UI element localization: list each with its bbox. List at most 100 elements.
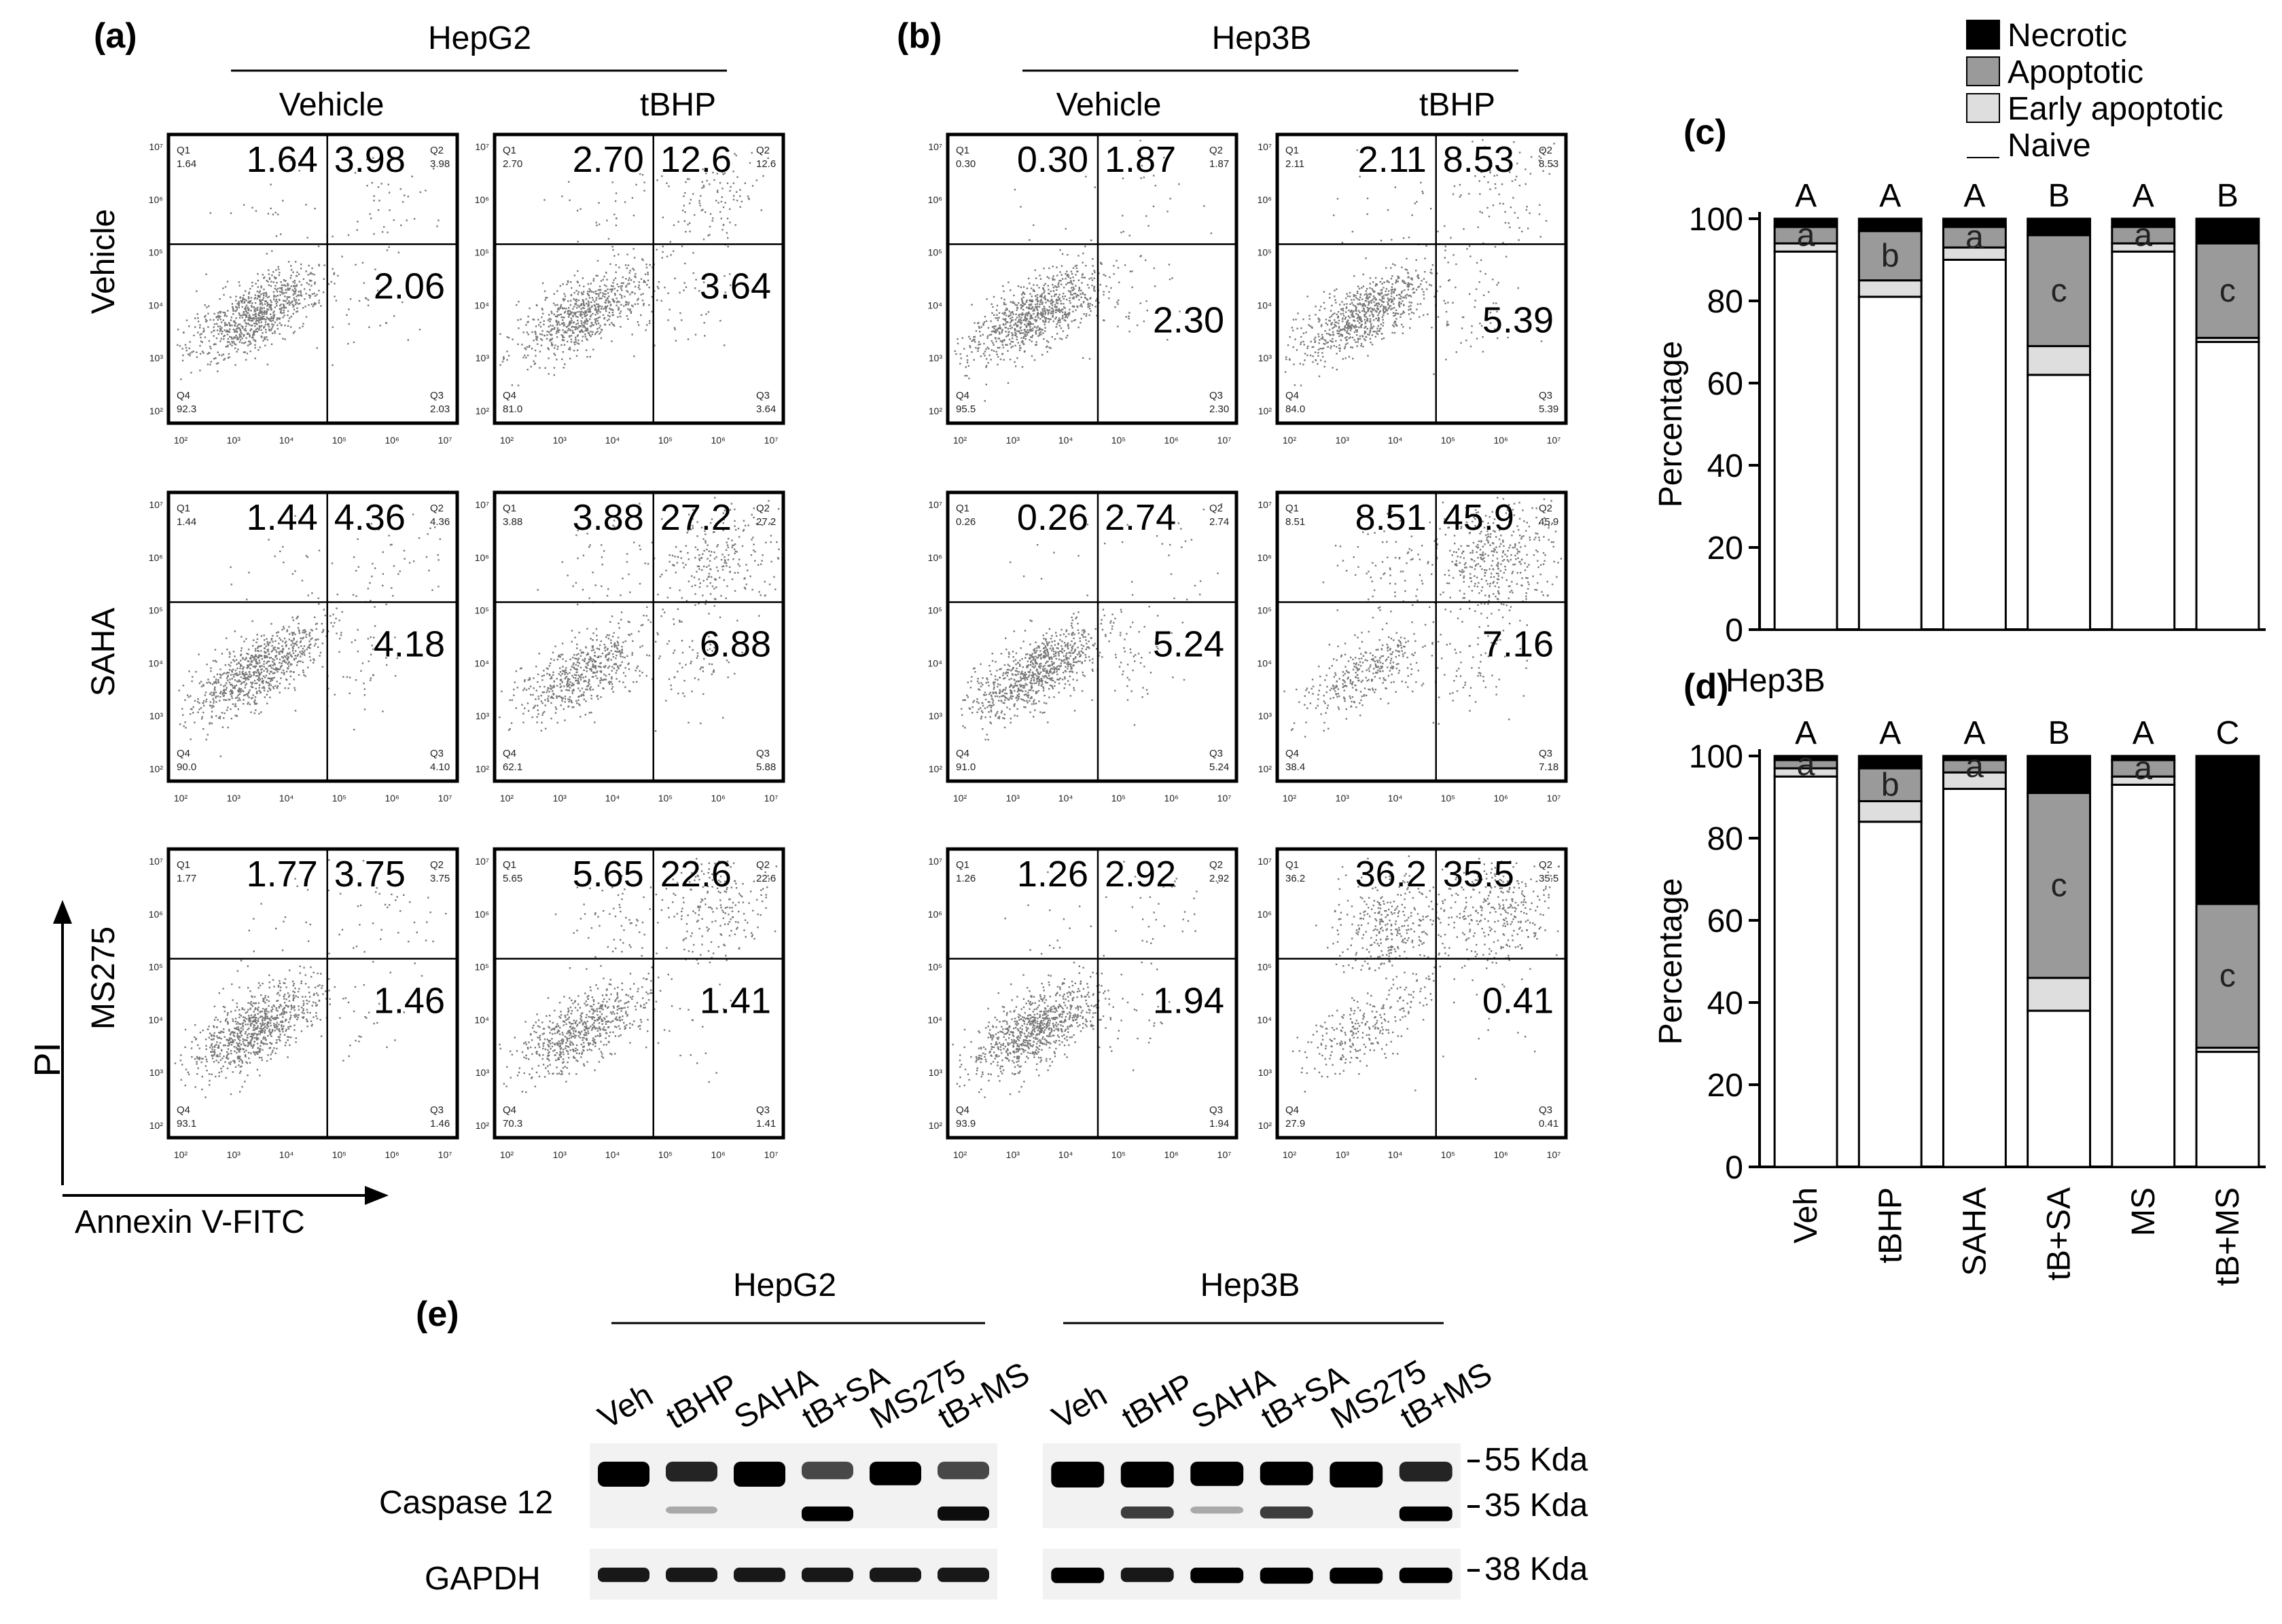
flow-dot [359, 924, 361, 926]
flow-dot [259, 1075, 261, 1077]
flow-dot [251, 1037, 253, 1040]
flow-dot [268, 1031, 271, 1033]
flow-dot [520, 318, 522, 321]
flow-dot [249, 703, 251, 706]
flow-dot [243, 204, 245, 206]
flow-dot [380, 938, 382, 940]
flow-dot [528, 687, 530, 690]
flow-dot [257, 295, 260, 297]
flow-dot [207, 679, 209, 681]
flow-dot [219, 1021, 221, 1023]
flow-dot [293, 994, 295, 996]
flow-dot [373, 233, 375, 235]
flow-dot [687, 552, 689, 554]
flow-dot [677, 670, 679, 672]
flow-dot [563, 312, 566, 314]
flow-dot [253, 332, 255, 334]
flow-dot [548, 331, 550, 333]
flow-dot [258, 325, 260, 327]
flow-dot [715, 598, 717, 600]
flow-dot [702, 579, 705, 582]
flow-dot [609, 289, 611, 291]
flow-dot [582, 659, 584, 661]
flow-dot [233, 1046, 236, 1048]
flow-dot [304, 306, 306, 308]
flow-dot [608, 295, 610, 297]
flow-dot [587, 662, 589, 664]
flow-dot [247, 987, 249, 989]
flow-dot [573, 312, 575, 314]
flow-dot [257, 663, 259, 665]
flow-dot [236, 1034, 238, 1036]
flow-dot [725, 549, 728, 552]
flow-dot [262, 1008, 264, 1010]
flow-dot [632, 215, 635, 217]
flow-dot [271, 645, 273, 647]
flow-dot [388, 535, 390, 537]
flow-dot [227, 1039, 230, 1042]
flow-dot [238, 281, 240, 283]
flow-dot [200, 1061, 202, 1064]
flow-dot [194, 1036, 196, 1039]
row-label-vehicle: Vehicle [86, 209, 122, 314]
flow-dot [703, 549, 705, 552]
flow-dot [671, 554, 674, 557]
flow-dot [339, 1017, 341, 1019]
flow-dot [600, 331, 602, 333]
flow-dot [248, 696, 250, 699]
flow-dot [616, 678, 618, 680]
flow-dot [233, 676, 235, 678]
flow-dot [666, 255, 668, 257]
flow-dot [264, 651, 266, 654]
flow-dot [354, 172, 357, 174]
flow-dot [219, 668, 221, 670]
flow-dot [613, 642, 616, 644]
flow-dot [703, 281, 705, 283]
flow-dot [273, 1047, 275, 1049]
flow-dot [601, 1055, 603, 1058]
flow-dot [262, 1043, 265, 1045]
flow-dot [615, 657, 617, 660]
flow-dot [282, 304, 285, 306]
flow-dot [211, 706, 213, 708]
flow-dot [272, 291, 275, 293]
flow-dot [550, 658, 552, 660]
flow-dot [270, 306, 272, 308]
flow-dot [254, 650, 257, 652]
flow-dot [235, 684, 238, 687]
flow-dot [516, 687, 518, 689]
flow-dot [284, 280, 287, 283]
flow-dot [372, 562, 374, 565]
flow-dot [257, 656, 260, 659]
flow-dot [219, 692, 221, 694]
flow-dot [302, 1009, 304, 1012]
flow-dot [218, 1071, 220, 1074]
flow-dot [372, 157, 374, 159]
flow-dot [306, 888, 309, 891]
flow-dot [293, 290, 295, 292]
flow-dot [279, 333, 281, 335]
flow-dot [620, 619, 622, 621]
flow-dot [258, 327, 261, 329]
flow-dot [552, 674, 554, 676]
flow-dot [726, 217, 729, 219]
flow-dot [726, 182, 729, 184]
flow-dot [575, 657, 577, 660]
flow-dot [609, 304, 612, 306]
flow-dot [341, 611, 343, 613]
flow-dot [639, 670, 641, 672]
flow-dot [284, 1034, 286, 1036]
flow-dot [293, 282, 296, 284]
flow-dot [234, 703, 236, 705]
flow-dot [206, 664, 208, 666]
flow-dot [370, 677, 372, 679]
flow-dot [217, 1019, 219, 1021]
flow-dot [425, 190, 427, 192]
flow-dot [248, 340, 250, 342]
flow-dot [287, 662, 289, 664]
flow-dot [433, 168, 435, 170]
flow-dot [201, 1088, 203, 1091]
flow-dot [304, 298, 306, 300]
flow-dot [274, 649, 277, 651]
flow-dot [266, 1010, 268, 1012]
